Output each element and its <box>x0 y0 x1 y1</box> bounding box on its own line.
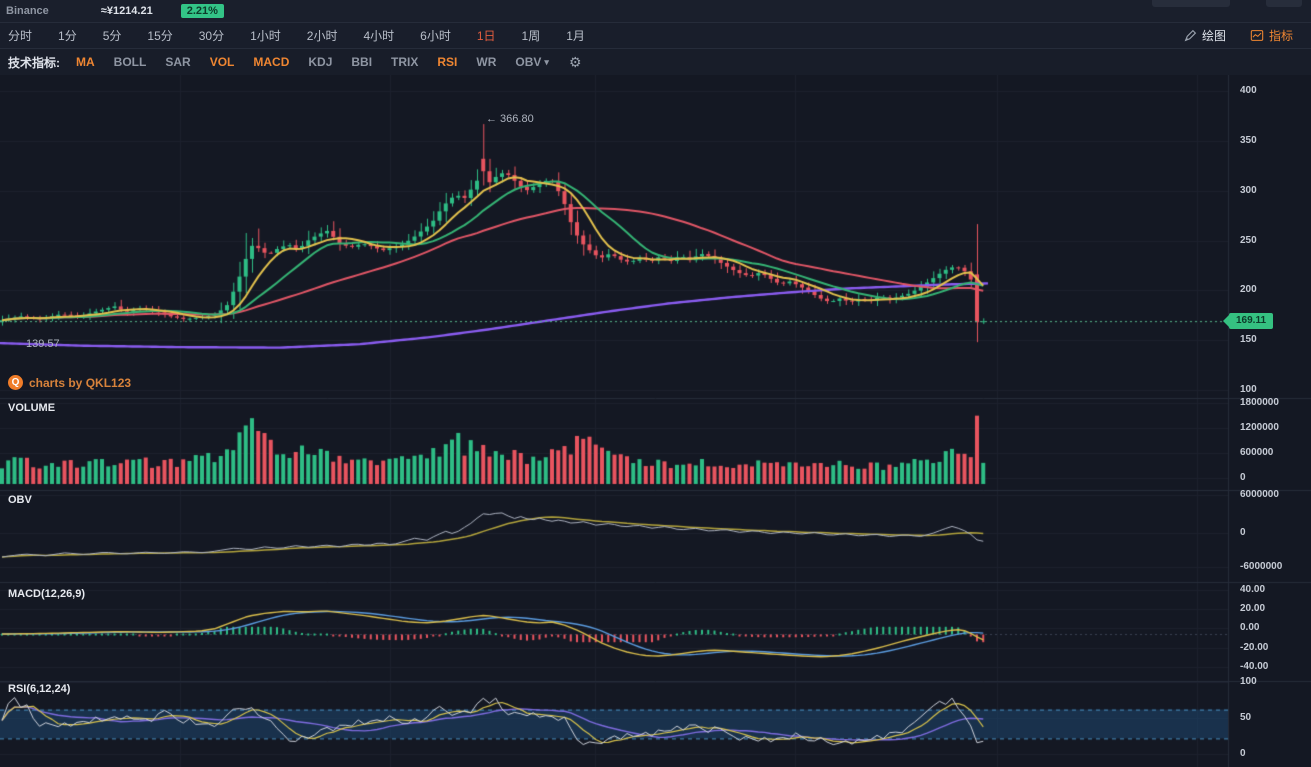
watermark-text: charts by QKL123 <box>29 375 132 390</box>
axis-tick-label: 100 <box>1240 384 1257 395</box>
chart-canvas[interactable] <box>0 75 1311 767</box>
axis-tick-label: 0 <box>1240 527 1246 538</box>
timeframe-tab[interactable]: 6小时 <box>420 29 451 43</box>
axis-tick-label: -20.00 <box>1240 642 1269 653</box>
indicator-items: MA BOLL SAR VOL MACD KDJ BBI TRIX RSI WR OBV ▾ <box>76 55 549 69</box>
current-price-tag: 169.11 <box>1223 313 1274 329</box>
indicator-item-kdj[interactable]: KDJ <box>308 55 333 69</box>
timeframe-tab[interactable]: 2小时 <box>306 29 338 43</box>
price-tag-arrow-icon <box>1223 315 1229 327</box>
indicator-item-macd[interactable]: MACD <box>253 55 290 69</box>
pencil-icon <box>1184 29 1197 42</box>
indicator-button-label: 指标 <box>1268 29 1293 43</box>
chart-area: ← 366.80 139.57 Q charts by QKL123 VOLUM… <box>0 75 1311 767</box>
timeframe-tab[interactable]: 1分 <box>58 29 77 43</box>
brand-label: Binance <box>6 5 49 17</box>
axis-tick-label: 150 <box>1240 334 1257 345</box>
axis-tick-label: 0.00 <box>1240 622 1260 633</box>
timeframe-tab[interactable]: 4小时 <box>363 29 395 43</box>
axis-tick-label: -40.00 <box>1240 661 1269 672</box>
draw-tool-button[interactable]: 绘图 <box>1184 27 1226 44</box>
rsi-pane-label: RSI(6,12,24) <box>8 683 71 695</box>
timeframe-bar: 分时 1分 5分 15分 30分 1小时 2小时 4小时 6小时 1日 1周 1月 绘图 指标 <box>0 22 1311 49</box>
axis-tick-label: 0 <box>1240 748 1246 759</box>
axis-tick-label: 6000000 <box>1240 489 1279 500</box>
axis-tick-label: 1200000 <box>1240 422 1279 433</box>
topbar-button-stub[interactable] <box>1266 0 1302 7</box>
indicator-item-vol[interactable]: VOL <box>209 55 235 69</box>
axis-tick-label: 300 <box>1240 185 1257 196</box>
volume-pane-label: VOLUME <box>8 402 56 414</box>
top-bar: Binance ≈¥1214.21 2.21% <box>0 0 1311 22</box>
topbar-button-stub[interactable] <box>1152 0 1230 7</box>
indicator-item-wr[interactable]: WR <box>476 55 497 69</box>
low-price-annotation: 139.57 <box>26 338 60 350</box>
macd-pane-label: MACD(12,26,9) <box>8 588 86 600</box>
indicator-item-obv[interactable]: OBV ▾ <box>515 55 549 69</box>
price-cny: ≈¥1214.21 <box>100 5 153 17</box>
indicator-item-trix[interactable]: TRIX <box>391 55 419 69</box>
timeframe-tab[interactable]: 15分 <box>147 29 173 43</box>
timeframe-tab[interactable]: 1日 <box>476 29 496 43</box>
indicator-item-boll[interactable]: BOLL <box>113 55 147 69</box>
indicator-item-sar[interactable]: SAR <box>165 55 191 69</box>
indicator-item-rsi[interactable]: RSI <box>437 55 458 69</box>
indicator-item-bbi[interactable]: BBI <box>351 55 373 69</box>
axis-tick-label: 40.00 <box>1240 584 1266 595</box>
watermark: Q charts by QKL123 <box>8 375 131 390</box>
obv-pane-label: OBV <box>8 494 32 506</box>
tabbar-right: 绘图 指标 <box>1184 27 1293 44</box>
indicator-button[interactable]: 指标 <box>1250 27 1293 44</box>
axis-tick-label: -6000000 <box>1240 561 1283 572</box>
axis-tick-label: 1800000 <box>1240 397 1279 408</box>
timeframe-tab[interactable]: 分时 <box>8 29 33 43</box>
timeframe-tab[interactable]: 1周 <box>521 29 541 43</box>
timeframe-tabs: 分时 1分 5分 15分 30分 1小时 2小时 4小时 6小时 1日 1周 1月 <box>8 27 1184 44</box>
timeframe-tab[interactable]: 1月 <box>566 29 585 43</box>
chevron-down-icon: ▾ <box>544 56 549 67</box>
axis-tick-label: 200 <box>1240 284 1257 295</box>
axis-tick-label: 20.00 <box>1240 603 1266 614</box>
timeframe-tab[interactable]: 30分 <box>198 29 225 43</box>
timeframe-tab[interactable]: 5分 <box>102 29 122 43</box>
qkl123-logo-icon: Q <box>8 375 23 390</box>
line-chart-icon <box>1250 29 1264 42</box>
axis-tick-label: 0 <box>1240 472 1246 483</box>
indicator-item-ma[interactable]: MA <box>76 55 95 69</box>
gear-icon[interactable]: ⚙ <box>568 54 582 70</box>
indicator-bar-title: 技术指标: <box>8 55 60 70</box>
axis-tick-label: 250 <box>1240 235 1257 246</box>
axis-tick-label: 100 <box>1240 676 1257 687</box>
change-percent-badge: 2.21% <box>180 4 224 18</box>
timeframe-tab[interactable]: 1小时 <box>250 29 281 43</box>
axis-tick-label: 50 <box>1240 712 1252 723</box>
high-price-annotation: ← 366.80 <box>486 113 534 125</box>
axis-tick-label: 350 <box>1240 135 1257 146</box>
axis-tick-label: 600000 <box>1240 447 1274 458</box>
technical-indicator-bar: 技术指标: MA BOLL SAR VOL MACD KDJ BBI TRIX RSI WR OBV… <box>0 49 1311 75</box>
draw-tool-label: 绘图 <box>1201 29 1226 43</box>
axis-tick-label: 400 <box>1240 85 1257 96</box>
